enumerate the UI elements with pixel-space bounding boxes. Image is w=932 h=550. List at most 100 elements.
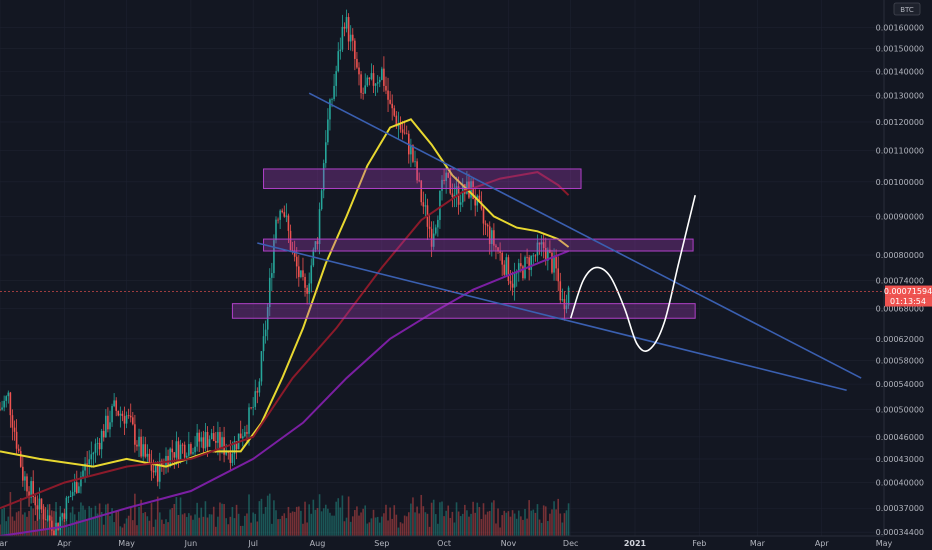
candle-body	[217, 432, 219, 443]
volume-bar	[470, 513, 472, 536]
candle-body	[148, 453, 151, 463]
candle-body	[32, 481, 35, 498]
volume-bar	[169, 509, 171, 536]
volume-bar	[432, 499, 435, 536]
candle-body	[511, 283, 514, 288]
candle-body	[414, 161, 416, 163]
volume-bar	[254, 513, 257, 536]
candle-body	[208, 439, 211, 447]
candle-body	[540, 242, 543, 245]
candle-body	[150, 462, 153, 471]
candle-body	[107, 415, 109, 430]
volume-bar	[434, 514, 437, 536]
candle-body	[69, 495, 72, 498]
volume-bar	[515, 518, 518, 536]
candle-body	[227, 452, 230, 453]
candle-body	[127, 415, 130, 416]
trendline	[257, 242, 847, 392]
volume-bar	[258, 501, 261, 536]
candle-body	[142, 444, 144, 457]
volume-bar	[430, 502, 433, 536]
volume-bar	[227, 524, 230, 536]
candle-body	[109, 422, 111, 430]
candle-body	[239, 433, 242, 439]
candle-body	[256, 391, 259, 393]
candle-body	[295, 256, 298, 267]
candle-body	[5, 396, 8, 401]
volume-bar	[109, 515, 111, 536]
volume-bar	[32, 508, 35, 536]
candle-body	[445, 172, 447, 181]
volume-bar	[13, 520, 16, 536]
candle-body	[447, 172, 450, 178]
time-scale-panel[interactable]	[0, 536, 932, 550]
candle-body	[393, 108, 396, 116]
volume-bar	[75, 520, 78, 536]
volume-bar	[306, 522, 308, 536]
candle-body	[418, 180, 420, 182]
candle-body	[304, 276, 306, 288]
symbol-badge[interactable]	[893, 2, 921, 16]
volume-bar	[113, 522, 115, 536]
y-tick-label: 0.00058000	[876, 357, 924, 366]
candle-body	[102, 430, 105, 438]
candle-body	[565, 305, 568, 310]
y-tick-label: 0.00090000	[876, 212, 924, 221]
volume-bar	[206, 517, 209, 536]
volume-bar	[354, 510, 356, 536]
volume-bar	[5, 521, 8, 536]
candle-body	[121, 413, 124, 417]
volume-bar	[424, 512, 427, 536]
candle-body	[204, 431, 207, 449]
candle-body	[432, 233, 435, 247]
volume-bar	[341, 495, 344, 536]
candle-body	[455, 186, 458, 195]
candle-body	[183, 444, 186, 458]
volume-bar	[414, 512, 416, 536]
candle-body	[273, 240, 275, 274]
volume-bar	[517, 510, 520, 536]
volume-bar	[107, 503, 109, 536]
candle-body	[46, 515, 49, 521]
volume-bar	[248, 494, 250, 536]
candle-body	[7, 392, 10, 397]
candle-body	[59, 516, 61, 530]
volume-bar	[385, 504, 387, 536]
volume-bar	[90, 507, 93, 536]
candle-body	[324, 142, 327, 164]
volume-bar	[163, 523, 165, 536]
candle-body	[316, 241, 319, 245]
volume-bar	[557, 498, 560, 536]
candle-body	[437, 219, 439, 228]
y-tick-label: 0.00120000	[876, 118, 924, 127]
volume-bar	[389, 507, 391, 536]
volume-bar	[152, 526, 155, 536]
current-price-label: 0.00071594	[884, 287, 932, 296]
candle-body	[308, 283, 310, 294]
candle-body	[13, 427, 16, 432]
candle-body	[210, 433, 213, 440]
volume-bar	[378, 522, 381, 536]
candle-body	[497, 247, 499, 252]
volume-bar	[119, 526, 122, 536]
volume-bar	[17, 511, 20, 536]
volume-bar	[455, 502, 458, 536]
candle-body	[536, 242, 539, 256]
volume-bar	[528, 500, 530, 536]
candle-body	[138, 436, 140, 447]
candle-body	[561, 299, 564, 301]
volume-bar	[198, 517, 201, 536]
candle-body	[364, 85, 367, 94]
candle-body	[98, 442, 101, 450]
volume-bar	[478, 507, 481, 536]
candle-body	[547, 249, 549, 261]
candle-body	[559, 281, 562, 301]
volume-bar	[125, 518, 128, 536]
candle-body	[42, 509, 45, 520]
price-scale-panel[interactable]	[884, 0, 932, 536]
candle-body	[557, 268, 560, 282]
trendlines	[257, 92, 862, 392]
volume-bar	[349, 521, 352, 536]
candle-body	[356, 58, 358, 68]
